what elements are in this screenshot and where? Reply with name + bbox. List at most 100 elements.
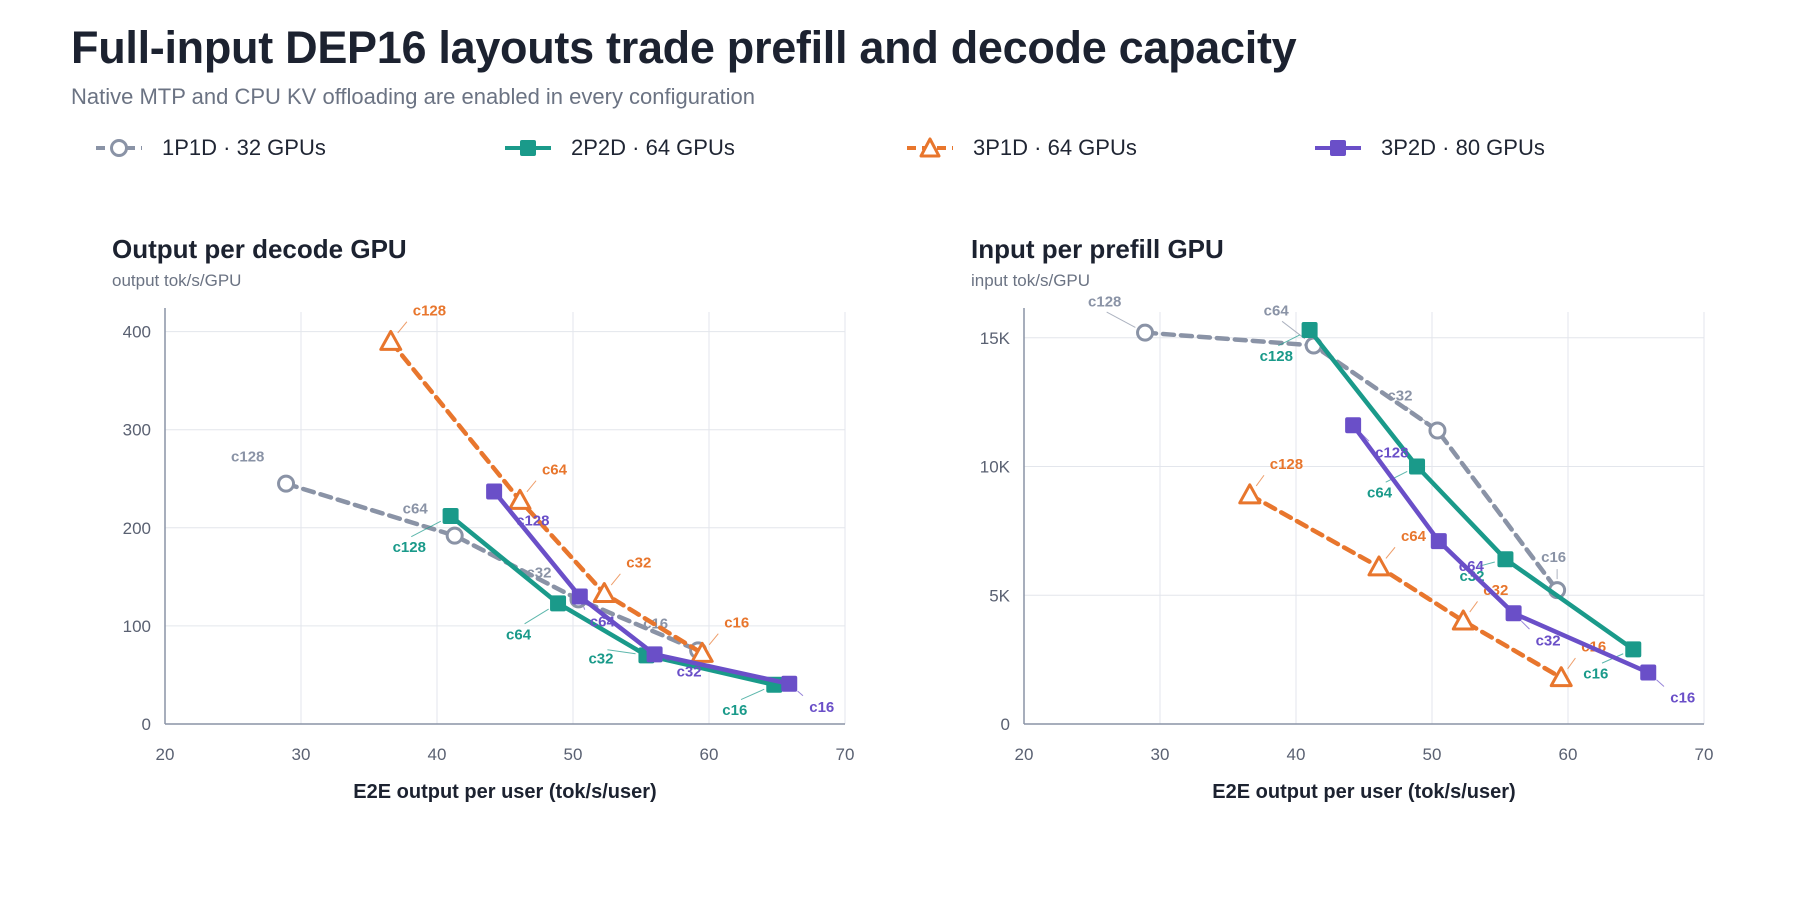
legend-item-1p1d: 1P1D · 32 GPUs: [94, 128, 326, 168]
chart2-point-marker: [1136, 323, 1155, 342]
chart2-series-4: c128 c64 c32 c16: [1345, 417, 1695, 707]
chart2-series-line: [1307, 327, 1636, 652]
chart1-point-label: c32: [626, 555, 651, 572]
legend: 1P1D · 32 GPUs 2P2D · 64 GPUs 3P1D · 64 …: [0, 128, 1800, 168]
chart2-x-tick-label: 40: [1287, 745, 1306, 764]
legend-swatch-1p1d: [96, 139, 142, 157]
chart1-leader-line: [583, 606, 586, 610]
chart1-y-tick-label: 300: [123, 421, 151, 440]
chart2-x-tick-label: 60: [1559, 745, 1578, 764]
chart2-point-label: c64: [1264, 302, 1290, 319]
legend-item-3p1d: 3P1D · 64 GPUs: [905, 128, 1137, 168]
chart2-point-marker: [1497, 551, 1514, 568]
chart2-leader-line: [1278, 334, 1300, 347]
chart1-point-label: c32: [526, 564, 551, 581]
legend-swatch-3p1d: [907, 137, 953, 158]
chart1-point-marker: [646, 646, 663, 663]
chart1-point-label: c128: [231, 449, 264, 466]
chart1-point-marker: [592, 582, 616, 604]
chart1-leader-line: [708, 633, 719, 646]
chart1-leader-line: [411, 520, 442, 538]
chart2-point-label: c128: [1375, 444, 1408, 461]
chart2-leader-line: [1385, 546, 1396, 559]
chart2-leader-line: [1255, 474, 1265, 487]
chart1-leader-line: [610, 573, 621, 586]
chart2-y-tick-label: 15K: [980, 329, 1011, 348]
chart1-y-tick-label: 400: [123, 323, 151, 342]
chart2-leader-line: [1478, 561, 1495, 567]
chart1-y-tick-label: 200: [123, 519, 151, 538]
chart2-point-label: c128: [1270, 456, 1303, 473]
chart1-point-label: c128: [413, 302, 446, 319]
chart2-series-line: [1350, 423, 1651, 675]
chart2-point-label: c16: [1670, 690, 1695, 707]
chart2-point-marker: [1640, 664, 1657, 681]
chart1-x-tick-label: 20: [156, 745, 175, 764]
chart1-point-label: c16: [722, 702, 747, 719]
chart1-point-label: c128: [516, 513, 549, 530]
chart1-x-tick-label: 50: [564, 745, 583, 764]
chart1-point-marker: [442, 508, 459, 525]
chart1-point-label: c64: [542, 461, 568, 478]
chart2-x-axis-label: E2E output per user (tok/s/user): [1212, 781, 1515, 803]
chart1-point-label: c16: [724, 614, 749, 631]
chart2-point-label: c16: [1541, 549, 1566, 566]
chart2-point-marker: [1428, 421, 1447, 440]
chart1-point-marker: [550, 595, 567, 612]
chart1-title: Output per decode GPU: [112, 234, 407, 264]
chart2-series-line: [1247, 492, 1564, 680]
chart2-series-line: [1142, 330, 1560, 593]
legend-label-3p2d: 3P2D · 80 GPUs: [1381, 135, 1545, 160]
chart1-series-3: c128 c64 c32 c16: [379, 302, 749, 663]
chart1-point-label: c32: [588, 650, 613, 667]
chart2-point-marker: [1367, 555, 1391, 577]
chart2-point-marker: [1430, 533, 1447, 550]
chart1-point-label: c32: [677, 663, 702, 680]
chart2-leader-line: [1106, 311, 1136, 328]
chart2-point-label: c16: [1583, 665, 1608, 682]
chart1-point-marker: [571, 588, 588, 605]
chart1-x-tick-label: 70: [836, 745, 855, 764]
chart2-point-label: c32: [1483, 582, 1508, 599]
chart2-x-tick-label: 70: [1695, 745, 1714, 764]
legend-label-2p2d: 2P2D · 64 GPUs: [571, 135, 735, 160]
legend-item-3p2d: 3P2D · 80 GPUs: [1313, 128, 1545, 168]
chart2-title: Input per prefill GPU: [971, 234, 1224, 264]
chart2-point-marker: [1238, 483, 1262, 505]
chart2-leader-line: [1446, 548, 1454, 556]
chart2-series-2: c128 c64 c32 c16: [1260, 322, 1642, 682]
chart2-y-tick-label: 5K: [989, 586, 1010, 605]
legend-swatch-2p2d: [505, 140, 551, 156]
chart1-leader-line: [740, 688, 765, 701]
chart2-point-marker: [1505, 605, 1522, 622]
chart1-point-marker: [781, 675, 798, 692]
chart2-y-tick-label: 0: [1001, 715, 1010, 734]
chart1-point-label: c64: [403, 501, 429, 518]
chart1-point-marker: [445, 526, 464, 545]
chart1-leader-line: [526, 480, 537, 493]
chart1-x-tick-label: 40: [428, 745, 447, 764]
chart1-series-2: c128 c64 c32 c16: [393, 508, 783, 719]
chart2-point-label: c32: [1536, 632, 1561, 649]
chart2-x-tick-label: 20: [1015, 745, 1034, 764]
chart1-point-marker: [508, 488, 532, 510]
legend-swatch-3p2d: [1315, 140, 1361, 156]
chart1-point-label: c64: [506, 626, 532, 643]
chart2-point-marker: [1345, 417, 1362, 434]
chart2-leader-line: [1281, 320, 1306, 340]
chart2-subtitle: input tok/s/GPU: [971, 271, 1090, 290]
chart1-leader-line: [524, 608, 549, 625]
chart2-x-tick-label: 50: [1423, 745, 1442, 764]
chart1-x-axis-label: E2E output per user (tok/s/user): [353, 781, 656, 803]
chart1-leader-line: [797, 690, 804, 697]
chart1-point-label: c128: [393, 539, 426, 556]
chart1-series-4: c128 c64 c32 c16: [486, 483, 834, 716]
chart2-leader-line: [1656, 679, 1665, 687]
chart2-point-marker: [1451, 609, 1475, 631]
chart2-leader-line: [1567, 657, 1576, 670]
chart2-leader-line: [1385, 470, 1408, 483]
chart1-point-marker: [690, 641, 714, 663]
chart1-point-label: c16: [809, 699, 834, 716]
chart1-point-marker: [486, 483, 503, 500]
